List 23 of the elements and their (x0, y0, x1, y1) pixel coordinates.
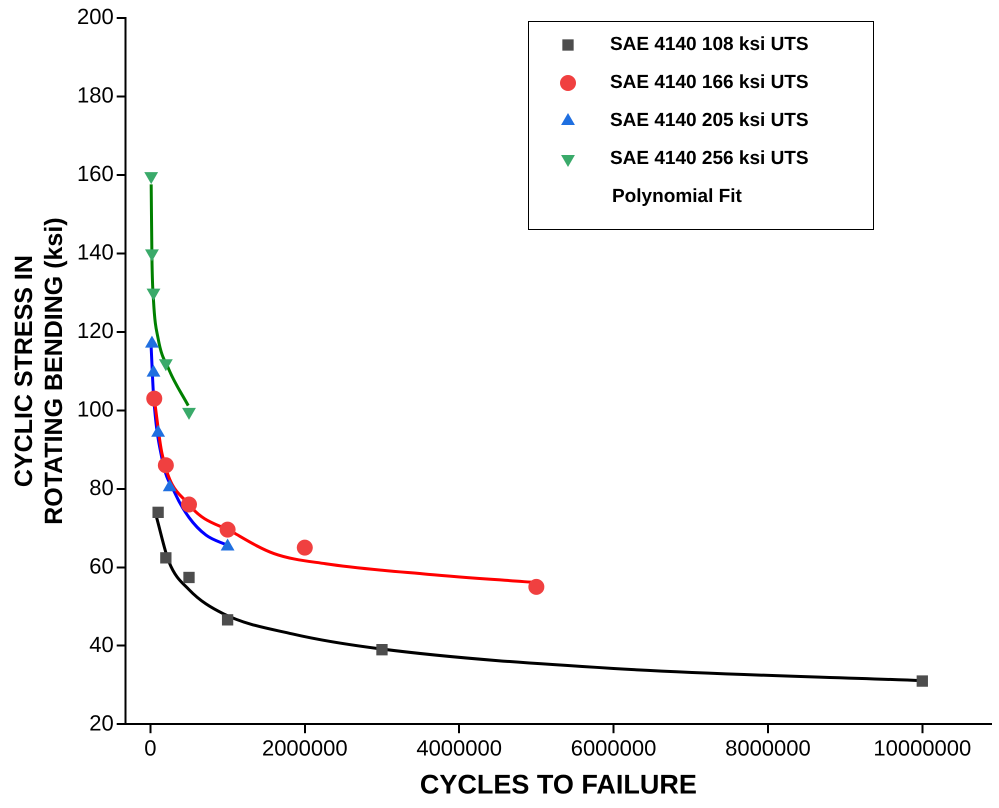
legend-label: SAE 4140 166 ksi UTS (610, 72, 809, 94)
legend-label: SAE 4140 108 ksi UTS (610, 34, 809, 56)
y-axis-title: CYCLIC STRESS IN ROTATING BENDING (ksi) (10, 217, 68, 525)
y-tick-label: 80 (89, 474, 114, 500)
y-tick-label: 180 (76, 82, 114, 108)
y-tick-label: 60 (89, 553, 114, 578)
x-tick-label: 10000000 (873, 735, 972, 760)
x-tick-label: 2000000 (262, 735, 348, 760)
y-tick-label: 40 (89, 632, 114, 657)
x-tick-label: 8000000 (725, 735, 811, 760)
y-tick-label: 160 (76, 160, 114, 186)
x-tick-label: 0 (144, 735, 157, 760)
y-tick-label: 140 (76, 239, 114, 264)
x-tick-label: 6000000 (570, 735, 656, 760)
y-tick-label: 100 (76, 396, 114, 422)
x-axis-title: CYCLES TO FAILURE (420, 769, 697, 800)
x-tick-label: 4000000 (416, 735, 502, 760)
legend-label: SAE 4140 205 ksi UTS (610, 110, 809, 132)
y-tick-label: 200 (76, 4, 114, 30)
annotation: Polynomial Fit (612, 186, 743, 208)
y-tick-label: 120 (76, 318, 114, 343)
legend-label: SAE 4140 256 ksi UTS (610, 148, 809, 170)
y-tick-label: 20 (89, 710, 114, 736)
